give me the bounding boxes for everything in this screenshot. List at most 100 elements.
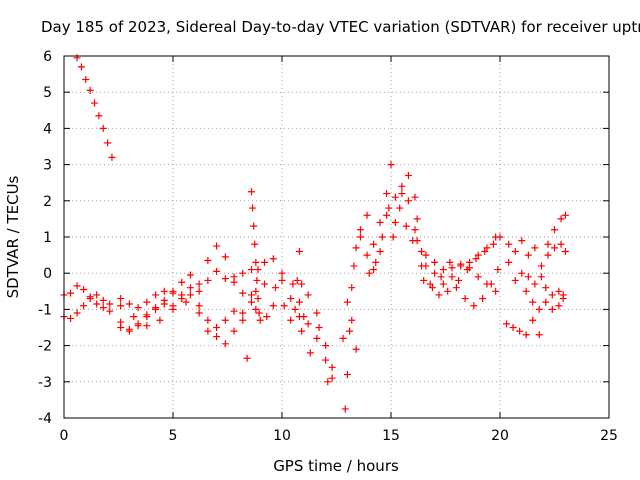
- data-point: [348, 316, 356, 324]
- data-point: [298, 327, 306, 335]
- data-point: [387, 161, 395, 169]
- data-point: [295, 247, 303, 255]
- data-point: [494, 266, 502, 274]
- data-point: [239, 309, 247, 317]
- data-point: [186, 284, 194, 292]
- y-tick-label: 3: [43, 158, 52, 174]
- series-late-a: [505, 211, 569, 270]
- data-point: [372, 258, 380, 266]
- data-point: [117, 295, 125, 303]
- data-point: [544, 251, 552, 259]
- data-point: [437, 273, 445, 281]
- data-point: [402, 222, 410, 230]
- data-point: [529, 298, 537, 306]
- data-point: [93, 300, 101, 308]
- data-point: [134, 304, 142, 312]
- series-spike-13: [341, 244, 360, 413]
- data-point: [73, 309, 81, 317]
- data-point: [431, 269, 439, 277]
- series-late-d: [522, 284, 567, 313]
- y-tick-label: -2: [38, 339, 52, 355]
- data-point: [195, 302, 203, 310]
- data-point: [411, 226, 419, 234]
- data-point: [169, 305, 177, 313]
- data-point: [125, 300, 133, 308]
- series-cluster-9-12-a: [252, 258, 336, 382]
- data-point: [489, 240, 497, 248]
- data-point: [213, 267, 221, 275]
- data-point: [391, 219, 399, 227]
- data-point: [269, 255, 277, 263]
- data-point: [221, 275, 229, 283]
- data-point: [391, 193, 399, 201]
- data-point: [251, 240, 259, 248]
- data-point: [322, 342, 330, 350]
- data-point: [348, 284, 356, 292]
- data-point: [363, 251, 371, 259]
- x-tick-label: 25: [600, 428, 618, 444]
- x-tick-label: 0: [60, 428, 69, 444]
- data-point: [291, 305, 299, 313]
- data-point: [413, 237, 421, 245]
- data-point: [287, 316, 295, 324]
- data-point: [106, 307, 114, 315]
- data-point: [91, 99, 99, 107]
- data-point: [422, 251, 430, 259]
- data-point: [300, 313, 308, 321]
- data-point: [143, 311, 151, 319]
- data-point: [247, 266, 255, 274]
- data-point: [169, 287, 177, 295]
- series-band-14-16-b: [356, 204, 417, 274]
- data-point: [130, 313, 138, 321]
- data-point: [522, 287, 530, 295]
- data-point: [254, 266, 262, 274]
- data-point: [324, 378, 332, 386]
- data-point: [117, 302, 125, 310]
- data-point: [522, 331, 530, 339]
- data-points: [60, 54, 569, 413]
- data-point: [152, 305, 160, 313]
- data-point: [559, 291, 567, 299]
- data-point: [313, 309, 321, 317]
- data-point: [370, 240, 378, 248]
- data-point: [230, 307, 238, 315]
- data-point: [230, 273, 238, 281]
- data-point: [213, 333, 221, 341]
- data-point: [143, 322, 151, 330]
- data-point: [481, 247, 489, 255]
- series-band-2: [117, 242, 255, 333]
- data-point: [551, 244, 558, 252]
- data-point: [77, 63, 85, 71]
- data-point: [428, 284, 436, 292]
- data-point: [252, 305, 260, 313]
- data-point: [289, 280, 297, 288]
- data-point: [156, 316, 164, 324]
- data-point: [496, 233, 504, 241]
- data-point: [479, 295, 487, 303]
- data-point: [221, 340, 229, 348]
- data-point: [431, 258, 439, 266]
- data-point: [239, 316, 247, 324]
- data-point: [254, 295, 262, 303]
- data-point: [255, 309, 263, 317]
- data-point: [511, 276, 519, 284]
- series-decline-16-20-c: [418, 262, 502, 310]
- data-point: [315, 324, 323, 331]
- data-point: [363, 211, 371, 219]
- series-band-14-16-c: [365, 190, 426, 277]
- data-point: [413, 215, 421, 223]
- data-point: [99, 304, 107, 312]
- data-point: [287, 295, 295, 303]
- x-tick-label: 15: [382, 428, 400, 444]
- data-point: [253, 276, 261, 284]
- data-point: [544, 240, 552, 248]
- data-point: [509, 324, 517, 331]
- data-point: [80, 302, 88, 310]
- data-point: [221, 253, 229, 261]
- data-point: [452, 284, 460, 292]
- data-point: [474, 273, 482, 281]
- data-point: [418, 247, 426, 255]
- series-cluster-9-12-c: [254, 266, 332, 386]
- series-decline-16-20-d: [420, 233, 504, 292]
- data-point: [404, 171, 412, 179]
